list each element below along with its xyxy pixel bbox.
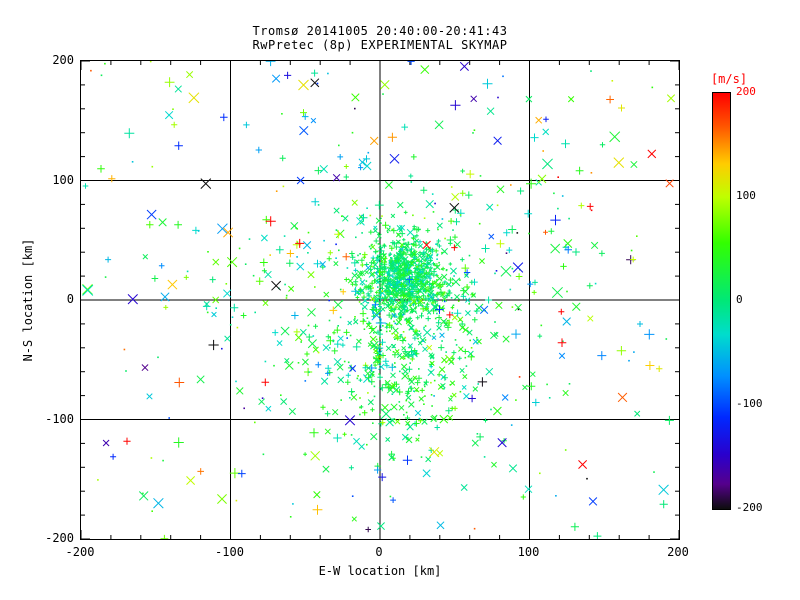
x-axis-label: E-W location [km]: [318, 564, 442, 578]
axis-ticks: [81, 61, 679, 539]
y-tick-label: 100: [52, 172, 74, 187]
colorbar-units-label: [m/s]: [710, 72, 748, 86]
y-tick-label: -200: [45, 531, 74, 545]
colorbar-tick-label: -100: [736, 397, 763, 410]
x-tick-label: -100: [215, 545, 244, 559]
y-tick-label: -100: [45, 411, 74, 426]
colorbar-tick-label: -200: [736, 501, 763, 514]
y-tick-label: 0: [66, 292, 74, 306]
colorbar-tick-label: 200: [736, 85, 756, 98]
x-tick-label: 100: [517, 545, 540, 559]
colorbar-tick-label: 0: [736, 293, 743, 306]
skymap-plot-svg: [81, 61, 679, 539]
colorbar: [712, 92, 731, 510]
x-tick-label: -200: [65, 545, 95, 559]
scatter-points: [82, 61, 676, 539]
x-tick-label: 200: [667, 545, 689, 559]
plot-area: [80, 60, 680, 540]
figure-title-line1: Tromsø 20141005 20:40:00-20:41:43: [252, 24, 508, 38]
colorbar-tick-label: 100: [736, 189, 756, 202]
x-tick-label: 0: [375, 545, 383, 559]
figure-title-line2: RwPretec (8p) EXPERIMENTAL SKYMAP: [252, 38, 508, 52]
y-tick-label: 200: [52, 53, 74, 67]
grid-lines: [81, 61, 679, 539]
